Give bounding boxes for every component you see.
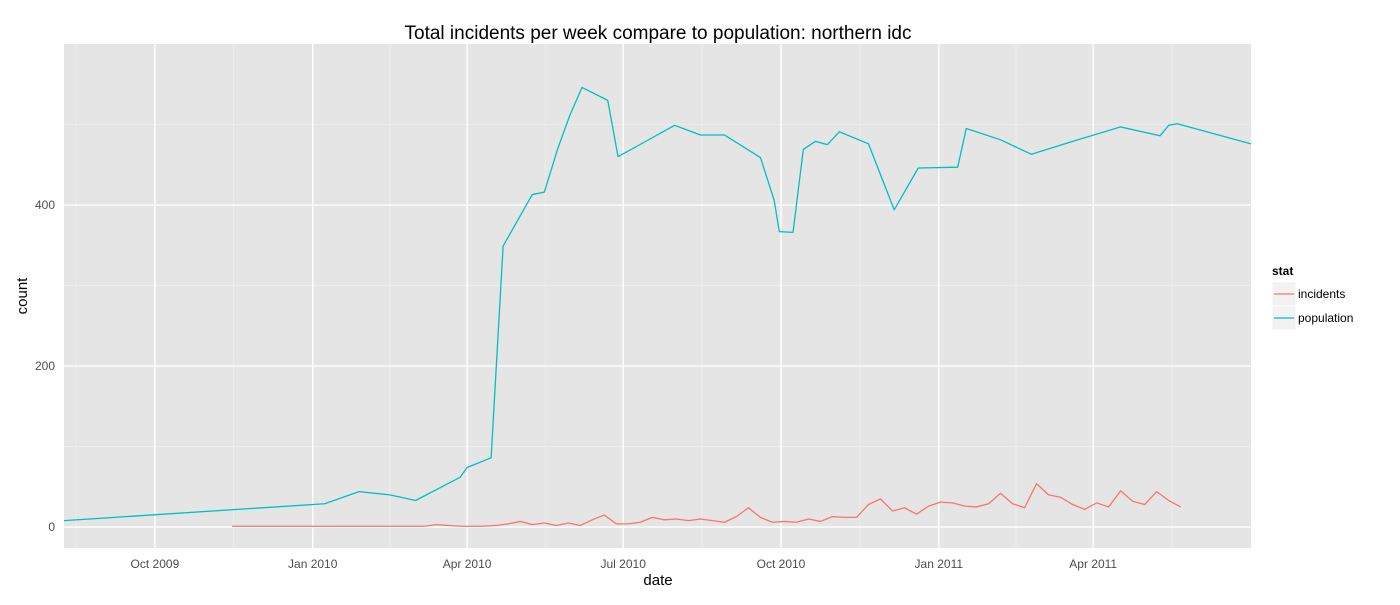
y-tick-label: 400 bbox=[35, 198, 55, 212]
series-line-incidents bbox=[232, 482, 1181, 527]
x-tick-label: Jan 2010 bbox=[288, 557, 338, 571]
major-grid bbox=[64, 44, 1251, 548]
y-tick-label: 0 bbox=[48, 520, 55, 534]
x-tick-label: Apr 2010 bbox=[443, 557, 492, 571]
legend-items: incidents population bbox=[1271, 281, 1353, 331]
x-tick-label: Jan 2011 bbox=[915, 557, 964, 571]
series-layer bbox=[63, 86, 1252, 527]
y-axis-title: count bbox=[14, 277, 31, 315]
chart-title: Total incidents per week compare to popu… bbox=[405, 23, 912, 44]
legend-label: incidents bbox=[1298, 287, 1345, 301]
x-axis-title: date bbox=[643, 572, 672, 589]
legend: stat incidents population bbox=[1271, 264, 1353, 331]
legend-label: population bbox=[1298, 311, 1353, 325]
x-tick-label: Oct 2009 bbox=[131, 557, 180, 571]
x-tick-label: Jul 2010 bbox=[601, 557, 647, 571]
y-tick-label: 200 bbox=[35, 359, 55, 373]
x-tick-label: Oct 2010 bbox=[757, 557, 806, 571]
x-axis-tick-labels: Oct 2009 Jan 2010 Apr 2010 Jul 2010 Oct 2010… bbox=[131, 557, 1118, 571]
plot-panel bbox=[64, 44, 1251, 548]
x-tick-label: Apr 2011 bbox=[1069, 557, 1117, 571]
minor-grid bbox=[64, 44, 1251, 548]
y-axis-tick-labels: 0 200 400 bbox=[35, 198, 55, 534]
series-line-population bbox=[63, 86, 1252, 522]
legend-title: stat bbox=[1272, 264, 1293, 278]
